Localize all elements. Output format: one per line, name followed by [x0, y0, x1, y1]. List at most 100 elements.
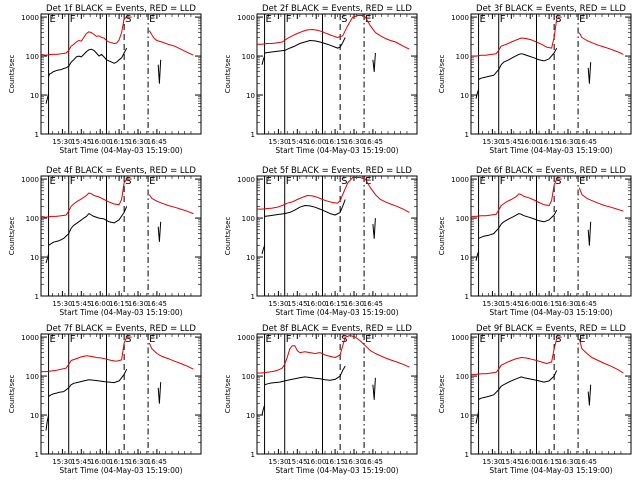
- y-axis-label: Counts/sec: [224, 217, 232, 256]
- panel-title: Det 2f BLACK = Events, RED = LLD: [262, 4, 412, 14]
- y-tick-label: 1000: [237, 14, 255, 22]
- y-tick-label: 1000: [451, 14, 469, 22]
- x-axis-label: Start Time (04-May-03 15:19:00): [489, 146, 612, 155]
- x-tick-label: 16:45: [363, 138, 383, 146]
- y-tick-label: 100: [26, 215, 39, 223]
- y-tick-label: 10: [246, 92, 255, 100]
- y-axis-label: Counts/sec: [8, 375, 16, 414]
- y-tick-label: 1000: [237, 334, 255, 342]
- marker-label: E: [579, 14, 585, 25]
- marker-label: F: [286, 14, 292, 25]
- series-line-events: [261, 55, 266, 65]
- marker-label: E: [266, 334, 272, 345]
- plot-frame: [470, 175, 632, 297]
- series-line-events: [478, 370, 558, 400]
- x-tick-label: 16:15: [539, 300, 559, 308]
- y-tick-label: 1: [35, 131, 39, 139]
- panel-title: Det 6f BLACK = Events, RED = LLD: [476, 166, 626, 176]
- x-tick-label: 16:15: [325, 138, 345, 146]
- panel-title: Det 4f BLACK = Events, RED = LLD: [46, 166, 196, 176]
- panel-4: Det 4f BLACK = Events, RED = LLD 1 10 100 10…: [8, 166, 202, 317]
- plot-frame: [256, 175, 418, 297]
- panel-1: Det 1f BLACK = Events, RED = LLD 1 10 100 10…: [8, 4, 202, 155]
- y-axis-label: Counts/sec: [438, 375, 446, 414]
- x-axis-label: Start Time (04-May-03 15:19:00): [59, 146, 182, 155]
- y-tick-label: 100: [456, 373, 469, 381]
- y-tick-label: 100: [456, 53, 469, 61]
- x-tick-label: 16:00: [90, 458, 110, 466]
- marker-label: E: [480, 176, 486, 187]
- series-line-events: [157, 59, 162, 84]
- marker-label: E: [266, 176, 272, 187]
- marker-label: E: [365, 176, 371, 187]
- marker-label: S: [125, 176, 131, 187]
- x-tick-label: 15:45: [501, 138, 521, 146]
- y-tick-label: 1000: [451, 334, 469, 342]
- marker-label: S: [555, 334, 561, 345]
- panel-title: Det 8f BLACK = Events, RED = LLD: [262, 324, 412, 334]
- series-line-events: [48, 47, 128, 77]
- x-tick-label: 16:30: [344, 458, 364, 466]
- marker-label: E: [50, 14, 56, 25]
- x-tick-label: 15:30: [52, 138, 72, 146]
- marker-label: F: [70, 176, 76, 187]
- x-tick-label: 16:30: [558, 138, 578, 146]
- panel-3: Det 3f BLACK = Events, RED = LLD 1 10 100 10…: [438, 4, 632, 155]
- series-line-events: [45, 93, 50, 104]
- y-tick-label: 100: [242, 373, 255, 381]
- series-line-events: [261, 404, 266, 416]
- x-tick-label: 16:15: [539, 458, 559, 466]
- series-line-events: [587, 221, 592, 246]
- panel-title: Det 3f BLACK = Events, RED = LLD: [476, 4, 626, 14]
- marker-label: E: [50, 334, 56, 345]
- x-tick-label: 16:45: [147, 300, 167, 308]
- x-tick-label: 16:15: [325, 458, 345, 466]
- x-tick-label: 16:15: [539, 138, 559, 146]
- x-tick-label: 16:00: [306, 138, 326, 146]
- panel-2: Det 2f BLACK = Events, RED = LLD 1 10 100 10…: [224, 4, 418, 155]
- marker-label: E: [579, 176, 585, 187]
- y-tick-label: 1: [465, 451, 469, 459]
- series-line-events: [264, 365, 346, 386]
- x-tick-label: 15:45: [287, 300, 307, 308]
- panel-6: Det 6f BLACK = Events, RED = LLD 1 10 100 10…: [438, 166, 632, 317]
- plot-frame: [256, 333, 418, 455]
- y-tick-label: 1000: [21, 14, 39, 22]
- panel-title: Det 9f BLACK = Events, RED = LLD: [476, 324, 626, 334]
- x-axis-label: Start Time (04-May-03 15:19:00): [275, 146, 398, 155]
- x-tick-label: 15:30: [482, 138, 502, 146]
- x-axis-label: Start Time (04-May-03 15:19:00): [489, 308, 612, 317]
- series-line-lld: [578, 338, 624, 374]
- marker-label: F: [286, 176, 292, 187]
- x-tick-label: 16:45: [577, 138, 597, 146]
- series-line-lld: [578, 187, 624, 212]
- series-line-events: [157, 221, 162, 242]
- x-tick-label: 16:30: [128, 458, 148, 466]
- x-tick-label: 16:45: [577, 458, 597, 466]
- marker-label: E: [365, 334, 371, 345]
- x-tick-label: 16:00: [306, 458, 326, 466]
- x-tick-label: 16:15: [109, 138, 129, 146]
- plot-frame: [40, 175, 202, 297]
- series-line-lld: [40, 16, 132, 56]
- x-tick-label: 16:30: [344, 138, 364, 146]
- x-tick-label: 16:45: [147, 138, 167, 146]
- series-line-lld: [578, 32, 624, 55]
- y-tick-label: 10: [246, 412, 255, 420]
- x-axis-label: Start Time (04-May-03 15:19:00): [275, 466, 398, 475]
- x-tick-label: 15:45: [287, 138, 307, 146]
- series-line-events: [587, 384, 592, 406]
- x-tick-label: 16:45: [363, 300, 383, 308]
- marker-label: E: [480, 334, 486, 345]
- x-tick-label: 15:45: [501, 458, 521, 466]
- series-line-events: [478, 47, 558, 80]
- marker-label: E: [266, 14, 272, 25]
- marker-label: E: [480, 14, 486, 25]
- marker-label: F: [500, 176, 506, 187]
- series-line-events: [264, 37, 346, 54]
- y-tick-label: 100: [456, 215, 469, 223]
- marker-label: E: [149, 176, 155, 187]
- series-line-lld: [471, 178, 562, 217]
